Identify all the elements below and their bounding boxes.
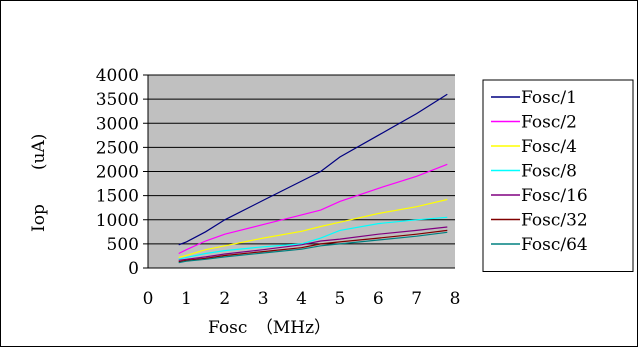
series-line-fosc-64 [178, 231, 448, 264]
series-line-fosc-1 [178, 93, 448, 246]
y-tick-label-2000: 2000 [96, 163, 139, 183]
series-line-fosc-2 [178, 163, 448, 255]
y-axis-title: Iop (uA) [29, 134, 49, 232]
y-tick-label-3000: 3000 [96, 114, 139, 134]
y-tick-label-500: 500 [107, 235, 139, 255]
x-tick-label-0: 0 [143, 289, 154, 309]
y-tick-label-1000: 1000 [96, 211, 139, 231]
series-lines [178, 93, 448, 264]
legend-box [482, 79, 634, 272]
legend-label-fosc-2: Fosc/2 [521, 113, 577, 133]
legend-label-fosc-1: Fosc/1 [521, 88, 577, 108]
legend: Fosc/1 Fosc/2 Fosc/4 Fosc/8 Fosc/16 Fosc/32 Fo… [482, 79, 634, 272]
axes [143, 74, 455, 269]
x-tick-label-6: 6 [373, 289, 384, 309]
grid-lines [148, 74, 455, 245]
y-tick-label-4000: 4000 [96, 66, 139, 86]
tick-labels: 0 500 1000 1500 2000 2500 3000 3500 4000 0 1 2 3 4 5 6 7… [96, 66, 461, 309]
legend-label-fosc-4: Fosc/4 [521, 137, 577, 157]
x-tick-label-8: 8 [450, 289, 461, 309]
series-line-fosc-16 [178, 226, 448, 261]
y-tick-label-3500: 3500 [96, 90, 139, 110]
y-tick-label-1500: 1500 [96, 187, 139, 207]
x-tick-label-7: 7 [411, 289, 422, 309]
legend-label-fosc-32: Fosc/32 [521, 211, 588, 231]
legend-label-fosc-64: Fosc/64 [521, 235, 588, 255]
series-line-fosc-4 [178, 198, 448, 258]
series-line-fosc-8 [178, 216, 448, 260]
y-tick-label-0: 0 [128, 259, 139, 279]
x-tick-label-2: 2 [219, 289, 230, 309]
x-axis-title: Fosc （MHz） [208, 318, 331, 338]
x-tick-label-3: 3 [258, 289, 269, 309]
legend-label-fosc-16: Fosc/16 [521, 186, 588, 206]
x-tick-label-4: 4 [296, 289, 307, 309]
x-tick-label-5: 5 [334, 289, 345, 309]
legend-label-fosc-8: Fosc/8 [521, 162, 577, 182]
y-tick-label-2500: 2500 [96, 138, 139, 158]
series-line-fosc-32 [178, 229, 448, 263]
x-tick-label-1: 1 [181, 289, 192, 309]
